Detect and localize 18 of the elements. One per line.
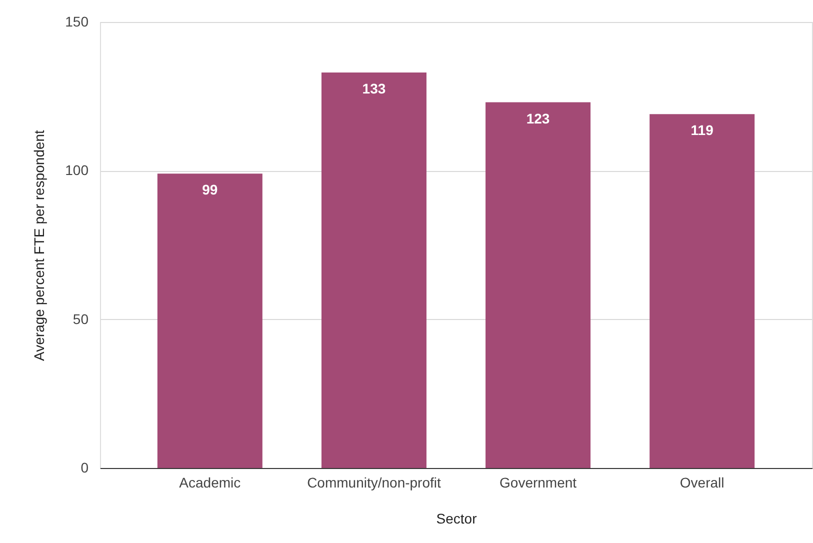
- data-label: 123: [526, 110, 550, 126]
- y-tick-label: 150: [65, 14, 89, 30]
- data-label: 99: [202, 182, 218, 198]
- data-label: 119: [690, 122, 714, 138]
- bar: [486, 102, 591, 468]
- x-tick-label: Government: [500, 474, 577, 490]
- x-axis-title: Sector: [436, 510, 478, 526]
- bar: [650, 114, 755, 468]
- y-tick-label: 0: [80, 460, 89, 476]
- x-tick-label: Academic: [179, 474, 241, 490]
- y-tick-label: 50: [72, 310, 89, 327]
- data-label: 133: [362, 80, 386, 97]
- bar: [321, 72, 426, 468]
- bar: [157, 174, 262, 468]
- x-tick-label: Overall: [680, 474, 724, 490]
- y-axis-title: Average percent FTE per respondent: [31, 130, 48, 361]
- x-tick-label: Community/non-profit: [307, 474, 441, 490]
- y-tick-label: 100: [65, 162, 89, 178]
